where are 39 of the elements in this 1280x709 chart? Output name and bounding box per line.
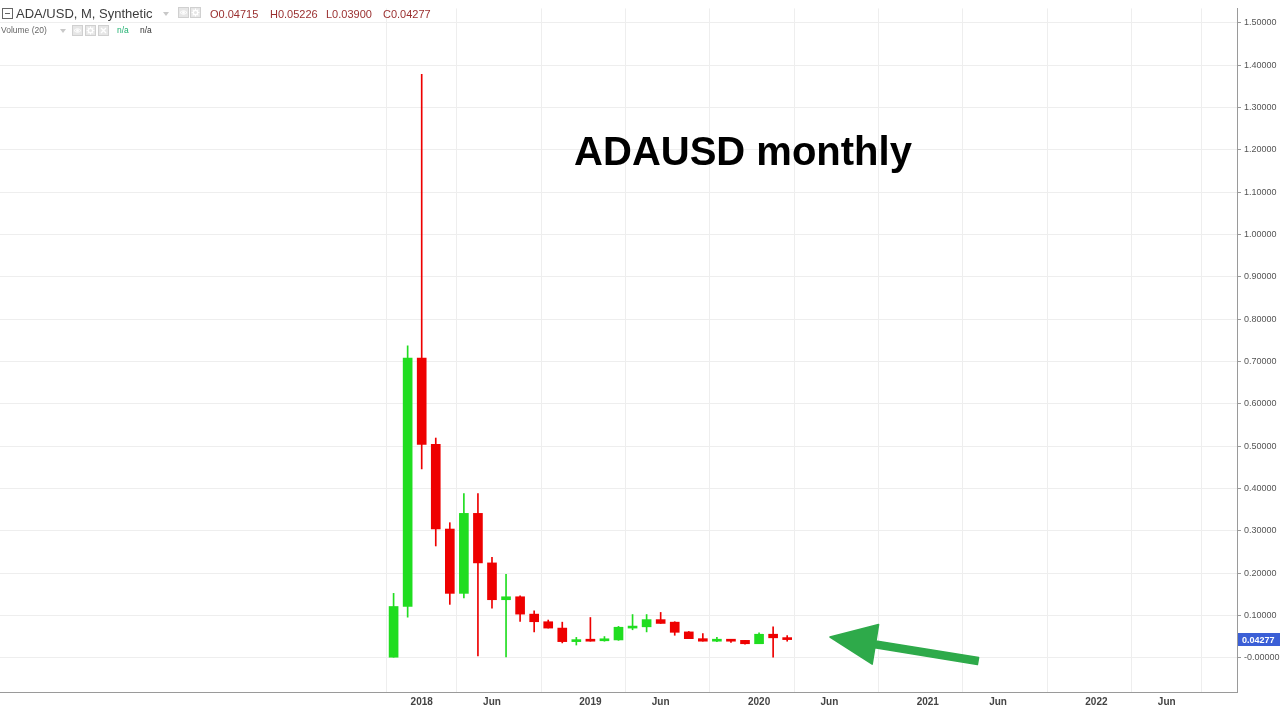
x-tick-label: Jun [483,695,501,707]
y-tick-label: 0.40000 [1244,482,1277,493]
annotation: L0.03900 [326,8,372,20]
y-tick-label: 1.10000 [1244,186,1277,197]
x-tick-label: Jun [651,695,670,707]
annotation: Volume (20) [1,25,47,35]
y-tick-label: 1.50000 [1244,17,1277,28]
annotation: O0.04715 [210,8,259,20]
annotation: n/a [117,25,129,35]
y-tick-label: 0.30000 [1244,525,1277,536]
annotation: C0.04277 [383,8,431,20]
text: ADAUSD monthly [574,129,912,173]
annotation: n/a [140,25,152,35]
x-tick-label: 2022 [1085,695,1108,707]
y-tick-label: -0.00000 [1244,652,1280,663]
x-tick-label: 2020 [747,695,771,707]
y-tick-label: 0.90000 [1244,271,1277,282]
x-tick-label: 2019 [579,695,602,707]
candlestick [768,626,778,658]
y-tick-label: 1.20000 [1244,144,1277,155]
x-tick-label: Jun [820,695,839,707]
y-tick-label: 0.70000 [1244,355,1277,366]
y-tick-label: 1.00000 [1244,228,1277,239]
y-tick-label: 0.50000 [1244,440,1277,451]
x-tick-label: 2018 [410,695,434,707]
y-tick-label: 1.30000 [1244,101,1277,112]
candlestick [501,574,511,658]
x-tick-label: Jun [989,695,1007,707]
y-tick-label: 0.20000 [1244,567,1277,578]
x-tick-label: 2021 [916,695,940,707]
annotation: ADA/USD, M, Synthetic [16,6,153,21]
annotation: 0.04277 [1242,634,1275,645]
y-tick-label: 0.60000 [1244,398,1277,409]
annotation: H0.05226 [270,8,318,20]
y-tick-label: 1.40000 [1244,59,1277,70]
candlestick [416,74,427,470]
y-tick-label: 0.10000 [1244,609,1277,620]
x-tick-label: Jun [1157,695,1176,707]
y-tick-label: 0.80000 [1244,313,1277,324]
